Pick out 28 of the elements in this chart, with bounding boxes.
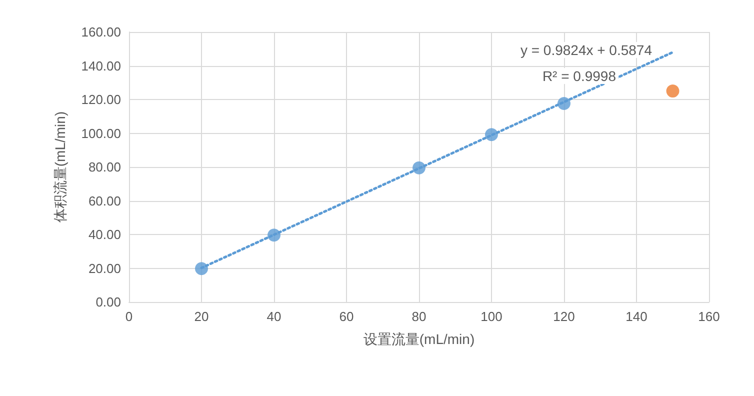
x-tick-label: 80 — [412, 309, 426, 324]
x-tick-label: 40 — [266, 309, 282, 324]
y-tick-label: 120.00 — [81, 92, 121, 107]
x-tick-label: 20 — [194, 309, 209, 324]
x-axis-title: 设置流量(mL/min) — [363, 331, 475, 347]
x-tick-label: 120 — [553, 309, 575, 324]
x-tick-label: 160 — [698, 309, 720, 324]
y-tick-label: 140.00 — [81, 58, 121, 74]
y-tick-label: 40.00 — [88, 227, 121, 242]
annotation: R² = 0.9998 — [542, 68, 616, 84]
point — [666, 84, 680, 98]
y-tick-label: 160.00 — [81, 24, 121, 40]
y-tick-label: 0.00 — [96, 294, 121, 310]
y-axis-title: 体积流量(mL/min) — [52, 111, 68, 223]
annotation: y = 0.9824x + 0.5874 — [520, 42, 652, 58]
point — [195, 262, 208, 276]
y-tick-label: 20.00 — [88, 260, 121, 276]
x-tick-label: 140 — [626, 309, 648, 324]
point — [268, 228, 280, 242]
point — [558, 97, 570, 110]
x-tick-label: 0 — [125, 309, 133, 324]
y-tick-label: 100.00 — [81, 126, 121, 141]
x-tick-label: 100 — [480, 309, 502, 324]
x-tick-label: 60 — [339, 309, 354, 324]
point — [412, 161, 426, 174]
point — [485, 128, 498, 142]
y-tick-label: 60.00 — [88, 193, 121, 208]
y-tick-label: 80.00 — [88, 160, 121, 174]
